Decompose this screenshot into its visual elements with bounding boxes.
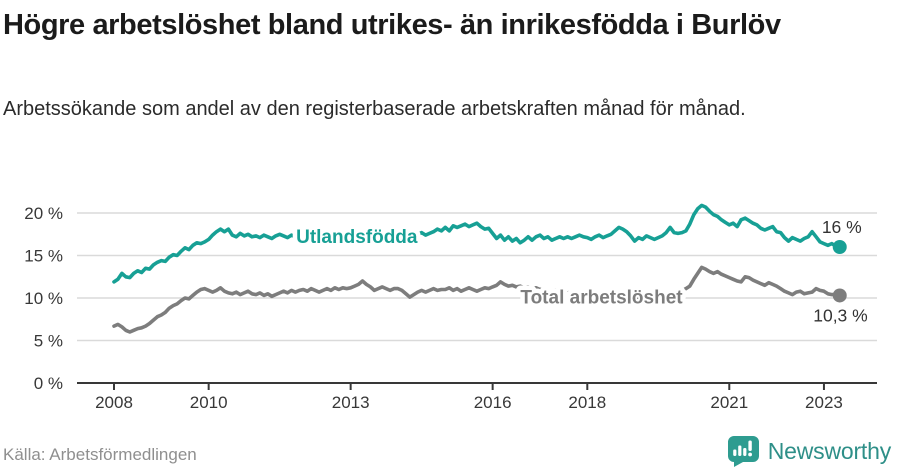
y-tick-label: 5 % — [34, 332, 63, 351]
end-value-label-utlandsfodda: 16 % — [822, 217, 862, 237]
grid-layer — [77, 212, 877, 342]
x-tick-label: 2013 — [332, 393, 370, 412]
series-layer: Utlandsfödda Total arbetslöshet 16 % 10,… — [112, 203, 868, 334]
source-note: Källa: Arbetsförmedlingen — [3, 445, 197, 464]
end-dot-total-arbetsloshet — [832, 288, 847, 303]
x-tick-label: 2023 — [805, 393, 843, 412]
series-label-total-arbetsloshet: Total arbetslöshet — [520, 287, 683, 308]
newsworthy-speech-bubble-bar-chart-icon — [727, 436, 759, 467]
newsworthy-wordmark: Newsworthy — [767, 437, 891, 464]
page-title: Högre arbetslöshet bland utrikes- än inr… — [3, 9, 781, 41]
y-tick-label: 15 % — [24, 247, 63, 266]
y-tick-label: 0 % — [34, 374, 63, 393]
y-tick-label: 10 % — [24, 289, 63, 308]
series-label-utlandsfodda: Utlandsfödda — [296, 227, 418, 248]
x-tick-label: 2016 — [474, 393, 512, 412]
line-utlandsfodda — [112, 203, 842, 284]
axis-layer: 20 % 15 % 10 % 5 % 0 % 2008 2010 2013 2016 2018 20… — [24, 204, 877, 412]
y-tick-label: 20 % — [24, 204, 63, 223]
chart-subtitle: Arbetssökande som andel av den registerb… — [3, 98, 746, 120]
x-tick-label: 2010 — [190, 393, 228, 412]
x-tick-label: 2021 — [710, 393, 748, 412]
x-tick-label: 2008 — [95, 393, 133, 412]
end-dot-utlandsfodda — [832, 240, 847, 254]
end-value-label-total-arbetsloshet: 10,3 % — [813, 305, 867, 325]
line-total-arbetsloshet — [112, 265, 842, 334]
newsworthy-logo: Newsworthy — [726, 435, 891, 467]
x-tick-label: 2018 — [568, 393, 606, 412]
